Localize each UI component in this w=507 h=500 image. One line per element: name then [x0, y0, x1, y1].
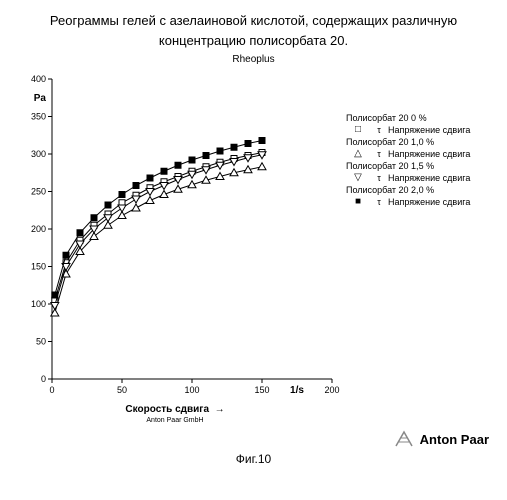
legend-entry: □τНапряжение сдвига: [346, 124, 497, 135]
svg-text:0: 0: [49, 385, 54, 395]
svg-text:200: 200: [324, 385, 339, 395]
svg-text:400: 400: [31, 74, 46, 84]
legend-group: Полисорбат 20 1,0 %: [346, 137, 497, 147]
svg-text:1/s: 1/s: [290, 385, 304, 396]
svg-text:200: 200: [31, 224, 46, 234]
svg-text:Pa: Pa: [34, 93, 47, 104]
page-title-line2: концентрацию полисорбата 20.: [30, 32, 477, 50]
svg-text:50: 50: [117, 385, 127, 395]
logo-icon: [394, 430, 414, 448]
legend-group: Полисорбат 20 0 %: [346, 113, 497, 123]
chart-legend: Полисорбат 20 0 %□τНапряжение сдвига Поли…: [346, 71, 497, 208]
svg-text:350: 350: [31, 112, 46, 122]
figure-label: Фиг.10: [10, 452, 497, 466]
svg-text:100: 100: [31, 299, 46, 309]
svg-text:50: 50: [36, 337, 46, 347]
svg-text:250: 250: [31, 187, 46, 197]
legend-group: Полисорбат 20 2,0 %: [346, 185, 497, 195]
legend-entry: △τНапряжение сдвига: [346, 148, 497, 159]
svg-text:150: 150: [254, 385, 269, 395]
svg-text:150: 150: [31, 262, 46, 272]
page-title-line1: Реограммы гелей с азелаиновой кислотой, …: [30, 12, 477, 30]
svg-text:300: 300: [31, 149, 46, 159]
svg-text:0: 0: [41, 374, 46, 384]
brand-small: Anton Paar GmbH: [10, 417, 340, 424]
svg-text:100: 100: [184, 385, 199, 395]
chart-subtitle: Rheoplus: [10, 54, 497, 65]
rheogram-chart: 0 50 100 150 200 250 300 350 400 Pa 0 50 100 150 200 1/…: [10, 71, 340, 403]
legend-entry: ■τНапряжение сдвига: [346, 196, 497, 207]
legend-group: Полисорбат 20 1,5 %: [346, 161, 497, 171]
legend-entry: ▽τНапряжение сдвига: [346, 172, 497, 183]
anton-paar-logo: Anton Paar: [10, 430, 497, 448]
